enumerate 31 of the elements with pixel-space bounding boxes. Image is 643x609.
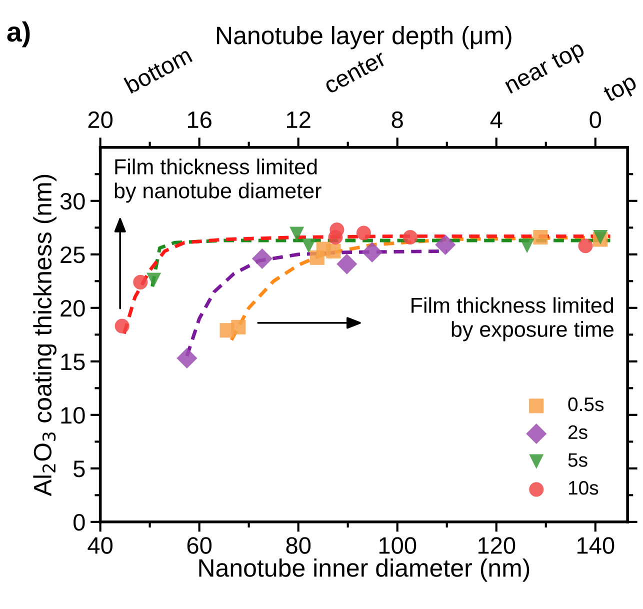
- x2-tick-label: 8: [392, 111, 403, 128]
- y-axis-title: Al$_{2}$O$_{3}$ coating thickness (nm): [33, 174, 56, 496]
- y-tick-label: 25: [60, 246, 85, 264]
- legend-label: 0.5s: [568, 397, 604, 412]
- text: top: [602, 74, 640, 106]
- text: center: [323, 50, 388, 94]
- y-tick-label: 5: [74, 460, 85, 478]
- legend-label: 10s: [568, 480, 598, 495]
- x-tick-label: 120: [478, 537, 516, 554]
- y-tick-label: 0: [74, 514, 85, 531]
- x2-tick-label: 4: [490, 112, 502, 128]
- x-tick-label: 100: [379, 537, 416, 554]
- x-tick-label: 140: [577, 537, 614, 554]
- y-tick-label: 10: [61, 406, 85, 424]
- legend-label: 5s: [568, 453, 588, 467]
- x2-tick-label: 12: [287, 111, 310, 128]
- x2-axis-title: Nanotube layer depth (μm): [217, 26, 512, 50]
- text: a): [7, 21, 30, 48]
- y-tick-label: 20: [60, 300, 85, 317]
- x2-tick-label: 20: [88, 111, 113, 128]
- y-tick-label: 30: [60, 192, 85, 210]
- x-tick-label: 40: [88, 537, 113, 554]
- y-tick-label: 15: [61, 354, 85, 370]
- x-tick-label: 80: [286, 537, 311, 554]
- legend-label: 2s: [568, 425, 588, 440]
- x-tick-label: 60: [187, 537, 212, 554]
- annotation: Film thickness limited by exposure time: [412, 297, 614, 342]
- x2-tick-label: 16: [188, 111, 212, 128]
- x2-tick-label: 0: [590, 111, 602, 128]
- annotation: Film thickness limited by nanotube diameter: [114, 158, 322, 203]
- x-axis-title: Nanotube inner diameter (nm): [199, 558, 530, 582]
